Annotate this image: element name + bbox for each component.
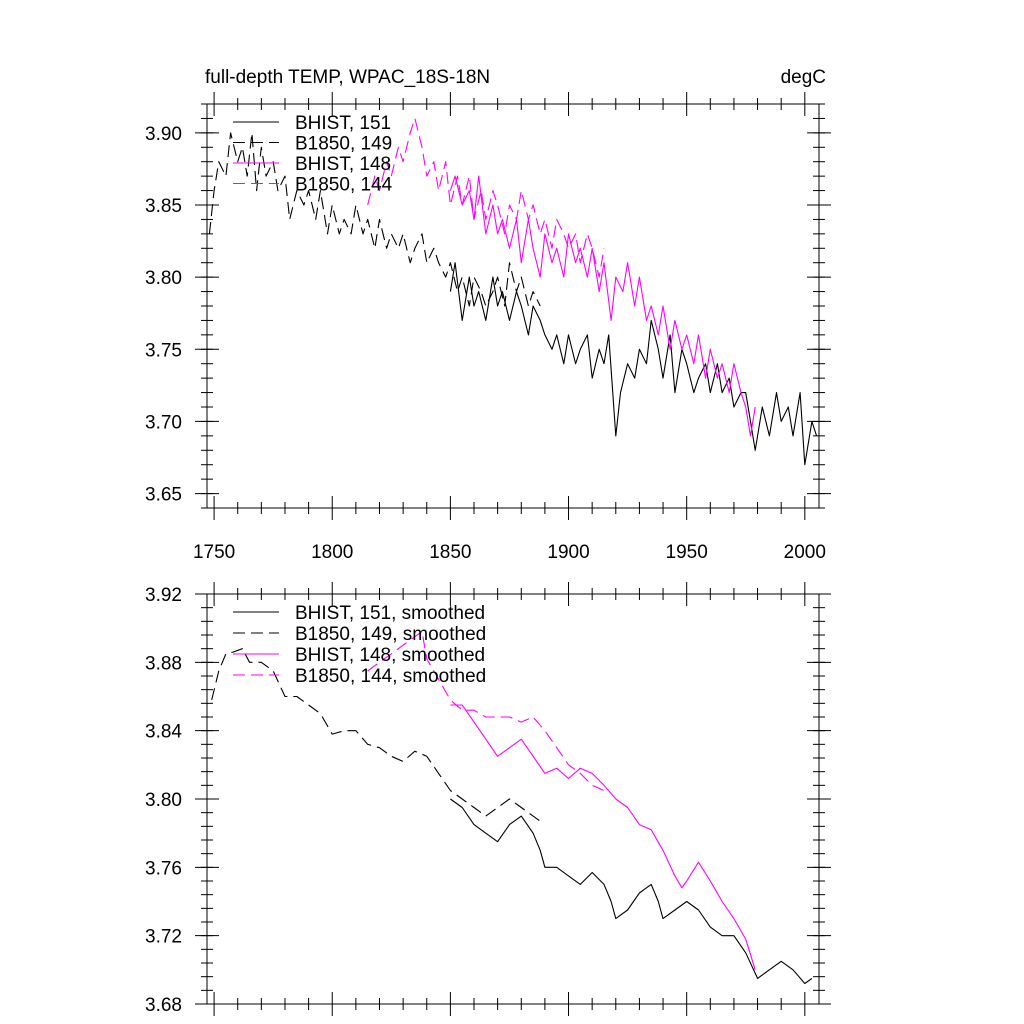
bottom-series-line-1 [211, 648, 541, 822]
bottom-panel: 3.68 3.72 3.76 3.80 3.84 3.88 3.92 BHIST, 151,… [145, 582, 831, 1016]
top-series-line-1 [208, 132, 541, 307]
top-y-tick-label: 3.70 [145, 412, 182, 433]
bottom-legend-label-1: B1850, 149, smoothed [295, 624, 486, 645]
bottom-y-tick-label: 3.84 [145, 722, 182, 743]
top-legend-label-2: BHIST, 148 [295, 154, 391, 175]
x-tick-label: 1800 [311, 542, 353, 563]
x-tick-label: 1900 [547, 542, 589, 563]
top-legend-label-1: B1850, 149 [295, 134, 392, 155]
bottom-y-tick-label: 3.76 [145, 858, 182, 879]
x-tick-label: 1950 [666, 542, 708, 563]
bottom-y-tick-label: 3.92 [145, 585, 182, 606]
top-chart-units: degC [781, 67, 826, 88]
x-tick-label: 1750 [193, 542, 235, 563]
bottom-legend-label-0: BHIST, 151, smoothed [295, 603, 485, 624]
x-tick-label: 1850 [429, 542, 471, 563]
top-y-tick-label: 3.85 [145, 196, 182, 217]
bottom-y-tick-label: 3.80 [145, 790, 182, 811]
top-y-tick-label: 3.75 [145, 340, 182, 361]
x-tick-label: 2000 [784, 542, 826, 563]
bottom-legend-label-2: BHIST, 148, smoothed [295, 645, 485, 666]
top-y-tick-label: 3.80 [145, 268, 182, 289]
top-panel: full-depth TEMP, WPAC_18S-18N degC 3.65 3… [145, 67, 831, 563]
bottom-series-line-2 [450, 704, 756, 970]
bottom-series-line-0 [450, 798, 813, 985]
top-series-line-2 [449, 175, 756, 437]
top-chart-title: full-depth TEMP, WPAC_18S-18N [205, 67, 490, 88]
bottom-y-tick-label: 3.68 [145, 995, 182, 1016]
top-series-line-0 [449, 262, 818, 466]
top-y-tick-label: 3.90 [145, 124, 182, 145]
bottom-legend-label-3: B1850, 144, smoothed [295, 666, 486, 687]
bottom-y-tick-label: 3.72 [145, 927, 182, 948]
top-y-tick-label: 3.65 [145, 485, 182, 506]
bottom-y-tick-label: 3.88 [145, 653, 182, 674]
top-series-line-3 [367, 117, 605, 278]
top-legend-label-3: B1850, 144 [295, 175, 393, 196]
bottom-series-line-3 [367, 631, 605, 792]
top-legend-label-0: BHIST, 151 [295, 113, 391, 134]
